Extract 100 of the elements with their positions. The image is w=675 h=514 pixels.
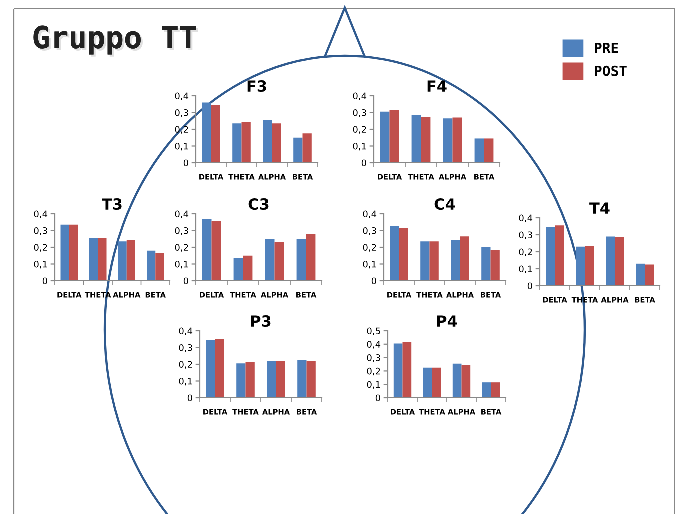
y-tick-label: 0,4 [367, 341, 381, 349]
y-tick-label: 0,3 [519, 232, 532, 240]
bar [423, 368, 432, 398]
bar [302, 134, 312, 163]
y-tick-label: 0,5 [367, 328, 380, 336]
y-tick-label: 0 [376, 394, 380, 402]
y-tick-label: 0,1 [175, 260, 188, 269]
y-tick-label: 0,4 [175, 92, 189, 100]
chart-title: C4 [434, 198, 456, 210]
chart-title: T3 [102, 198, 122, 210]
bar [399, 228, 408, 281]
bar [484, 138, 494, 163]
y-tick-label: 0,3 [179, 344, 192, 352]
bar [265, 239, 275, 281]
bar [390, 226, 400, 281]
bar [645, 264, 654, 286]
bar [246, 362, 255, 398]
bar [118, 242, 127, 281]
text: Gruppo TT [34, 26, 198, 57]
y-tick-label: 0,4 [519, 214, 533, 222]
bar [60, 224, 70, 281]
bar [242, 122, 251, 163]
bar [421, 116, 431, 163]
bar [202, 219, 212, 281]
y-tick-label: 0,2 [363, 244, 376, 252]
bar [420, 242, 430, 281]
bar [380, 112, 390, 163]
bar [460, 236, 470, 281]
bar [482, 248, 491, 281]
bar [98, 238, 107, 281]
y-tick-label: 0,2 [519, 248, 532, 256]
chart-title: T4 [590, 202, 610, 214]
bar [276, 361, 286, 398]
y-tick-label: 0,1 [179, 378, 192, 386]
bar [432, 368, 442, 398]
bar [474, 138, 484, 163]
y-tick-label: 0 [362, 160, 366, 167]
y-tick-label: 0 [184, 278, 188, 285]
y-tick-label: 0,4 [175, 210, 189, 218]
chart-title: F4 [428, 80, 447, 92]
y-tick-label: 0,1 [519, 266, 532, 274]
y-tick-label: 0 [188, 394, 192, 402]
y-tick-label: 0,4 [34, 210, 48, 218]
y-tick-label: 0,4 [353, 92, 367, 100]
bar [69, 224, 78, 281]
y-tick-label: 0,2 [353, 126, 366, 134]
y-tick-label: 0,3 [367, 354, 380, 362]
y-tick-label: 0,3 [175, 109, 188, 118]
y-tick-label: 0,1 [353, 142, 366, 151]
bar [390, 110, 400, 163]
legend-label: POST [595, 66, 627, 76]
y-tick-label: 0 [42, 278, 48, 285]
bar [206, 340, 216, 398]
chart-title: P3 [251, 315, 271, 328]
bar [211, 105, 220, 163]
bar [215, 339, 224, 398]
bar [443, 118, 453, 163]
bar [452, 118, 462, 163]
bar [236, 364, 246, 398]
bar [555, 226, 564, 286]
y-tick-label: 0 [528, 282, 532, 290]
bar [234, 258, 244, 281]
bar [306, 234, 316, 281]
y-tick-label: 0,2 [34, 244, 48, 252]
bar [394, 344, 403, 398]
bar [412, 115, 422, 163]
bar [451, 240, 460, 281]
bar [243, 256, 253, 281]
bar [272, 124, 282, 163]
bar [90, 238, 98, 281]
bar [482, 382, 492, 398]
bar [491, 382, 500, 398]
bar [156, 253, 164, 281]
bar [232, 124, 242, 163]
bar [274, 242, 284, 281]
bar [263, 120, 272, 163]
chart-title: C3 [248, 198, 269, 210]
y-tick-label: 0,3 [363, 227, 376, 236]
y-tick-label: 0,1 [175, 142, 188, 151]
legend-label: PRE [595, 43, 618, 54]
y-tick-label: 0,4 [179, 328, 193, 336]
y-tick-label: 0 [372, 278, 376, 285]
bar [606, 236, 615, 286]
y-tick-label: 0,1 [363, 260, 376, 269]
bar [306, 361, 316, 398]
bar [546, 227, 555, 286]
chart-title: P4 [437, 316, 458, 327]
bar [267, 361, 276, 398]
bar [212, 222, 222, 281]
bar [202, 102, 212, 163]
bar [576, 246, 585, 286]
bar [296, 239, 306, 281]
bar [636, 264, 645, 286]
chart-title: F3 [248, 80, 266, 92]
y-tick-label: 0,1 [34, 260, 48, 269]
bar [294, 138, 303, 163]
bar [402, 342, 412, 398]
y-tick-label: 0,2 [175, 244, 188, 252]
y-tick-label: 0,3 [175, 227, 188, 236]
bar [430, 242, 439, 281]
